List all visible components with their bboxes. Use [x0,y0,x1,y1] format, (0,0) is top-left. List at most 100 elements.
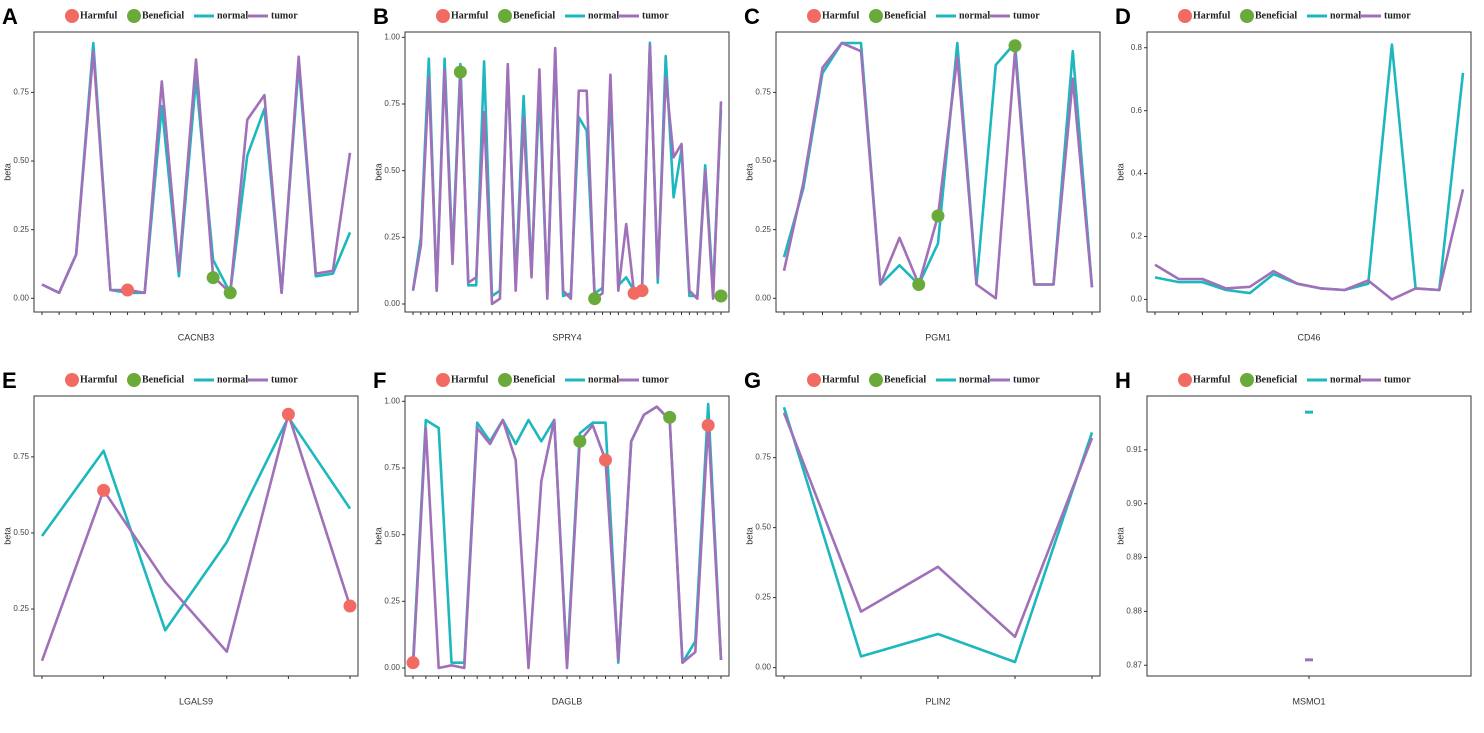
legend-label: Harmful [451,374,488,385]
y-tick-label: 0.00 [384,299,400,308]
legend-label: normal [959,10,990,21]
panel: D 0.0 0.2 0.4 0.6 0.8 CD46 beta Harmful Beneficia… [1115,4,1472,342]
y-tick-label: 0.91 [1126,445,1142,454]
panel-letter: B [373,4,389,29]
point [714,289,728,303]
series-line [782,41,1094,288]
legend-swatch [1178,373,1192,387]
panel: C 0.00 0.25 0.50 0.75 PGM1 beta Harmful Benefici… [744,4,1101,342]
panel: E 0.25 0.50 0.75 LGALS9 beta Harmful Beneficial… [2,368,359,706]
panel: F 0.00 0.25 0.50 0.75 1.00 DAGLB beta Harmful Ben… [373,368,730,706]
y-tick-label: 0.50 [755,156,771,165]
plot-frame [33,395,359,677]
y-axis-label: beta [2,163,12,181]
legend-label: normal [1330,374,1361,385]
y-tick-label: 0.75 [384,463,400,472]
x-axis-label: MSMO1 [1292,696,1325,706]
legend-swatch [1178,9,1192,23]
legend-label: tumor [1384,10,1411,21]
series-line [41,49,352,295]
panel: H 0.87 0.88 0.89 0.90 0.91 MSMO1 beta Harmful Ben… [1115,368,1472,706]
point [931,209,945,223]
series-line [1154,43,1465,295]
legend-label: Harmful [822,374,859,385]
x-axis-label: PGM1 [925,332,951,342]
legend-label: normal [1330,10,1361,21]
legend-swatch [498,9,512,23]
series-line [782,41,1094,300]
legend-label: tumor [642,10,669,21]
panel-letter: H [1115,368,1131,393]
legend-label: normal [588,10,619,21]
plot-frame [1146,395,1472,677]
y-axis-label: beta [744,527,754,545]
y-axis-label: beta [373,527,383,545]
plot-frame [404,31,730,313]
panel-letter: F [373,368,386,393]
series-line [41,41,352,295]
panel: B 0.00 0.25 0.50 0.75 1.00 SPRY4 beta Harmful Ben… [373,4,730,342]
legend-label: Beneficial [142,10,184,21]
legend-label: tumor [1013,10,1040,21]
legend-label: normal [959,374,990,385]
legend-label: Harmful [80,10,117,21]
series-line [1154,189,1465,301]
panel-letter: C [744,4,760,29]
y-tick-label: 0.00 [755,663,771,672]
point [453,65,467,79]
legend-swatch [1240,373,1254,387]
y-tick-label: 0.50 [13,528,29,537]
point [121,283,135,297]
y-tick-label: 0.90 [1126,499,1142,508]
legend-label: normal [217,10,248,21]
y-tick-label: 0.00 [13,293,29,302]
legend-label: Harmful [1193,374,1230,385]
plot-frame [775,31,1101,313]
legend-label: Harmful [451,10,488,21]
y-tick-label: 0.25 [755,225,771,234]
panel: A 0.00 0.25 0.50 0.75 CACNB3 beta Harmful Benefi… [2,4,359,342]
legend-label: Beneficial [142,374,184,385]
y-tick-label: 0.4 [1131,169,1143,178]
legend-swatch [869,9,883,23]
legend-label: tumor [1384,374,1411,385]
series-line [782,412,1094,639]
y-tick-label: 1.00 [384,32,400,41]
point [573,434,587,448]
y-tick-label: 0.2 [1131,232,1143,241]
legend-swatch [498,373,512,387]
legend-swatch [127,9,141,23]
y-axis-label: beta [1115,527,1125,545]
legend-label: normal [217,374,248,385]
legend-label: Harmful [1193,10,1230,21]
panel: G 0.00 0.25 0.50 0.75 PLIN2 beta Harmful Benefic… [744,368,1101,706]
legend-label: Beneficial [513,374,555,385]
plot-frame [1146,31,1472,313]
point [206,271,220,285]
y-tick-label: 0.87 [1126,660,1142,669]
point [223,286,237,300]
y-tick-label: 0.75 [13,88,29,97]
y-axis-label: beta [373,163,383,181]
legend-label: Beneficial [1255,374,1297,385]
point [1008,39,1022,53]
panel-letter: E [2,368,17,393]
y-tick-label: 0.25 [755,593,771,602]
y-tick-label: 0.88 [1126,606,1142,615]
y-axis-label: beta [1115,163,1125,181]
legend-swatch [869,373,883,387]
point [663,410,677,424]
panel-letter: A [2,4,18,29]
point [912,278,926,292]
point [406,656,420,670]
point [701,418,715,432]
legend-swatch [436,9,450,23]
legend-swatch [127,373,141,387]
legend-label: Harmful [80,374,117,385]
point [599,453,612,467]
legend-label: Beneficial [884,374,926,385]
legend-label: tumor [271,374,298,385]
y-tick-label: 0.89 [1126,553,1142,562]
y-tick-label: 0.50 [13,156,29,165]
